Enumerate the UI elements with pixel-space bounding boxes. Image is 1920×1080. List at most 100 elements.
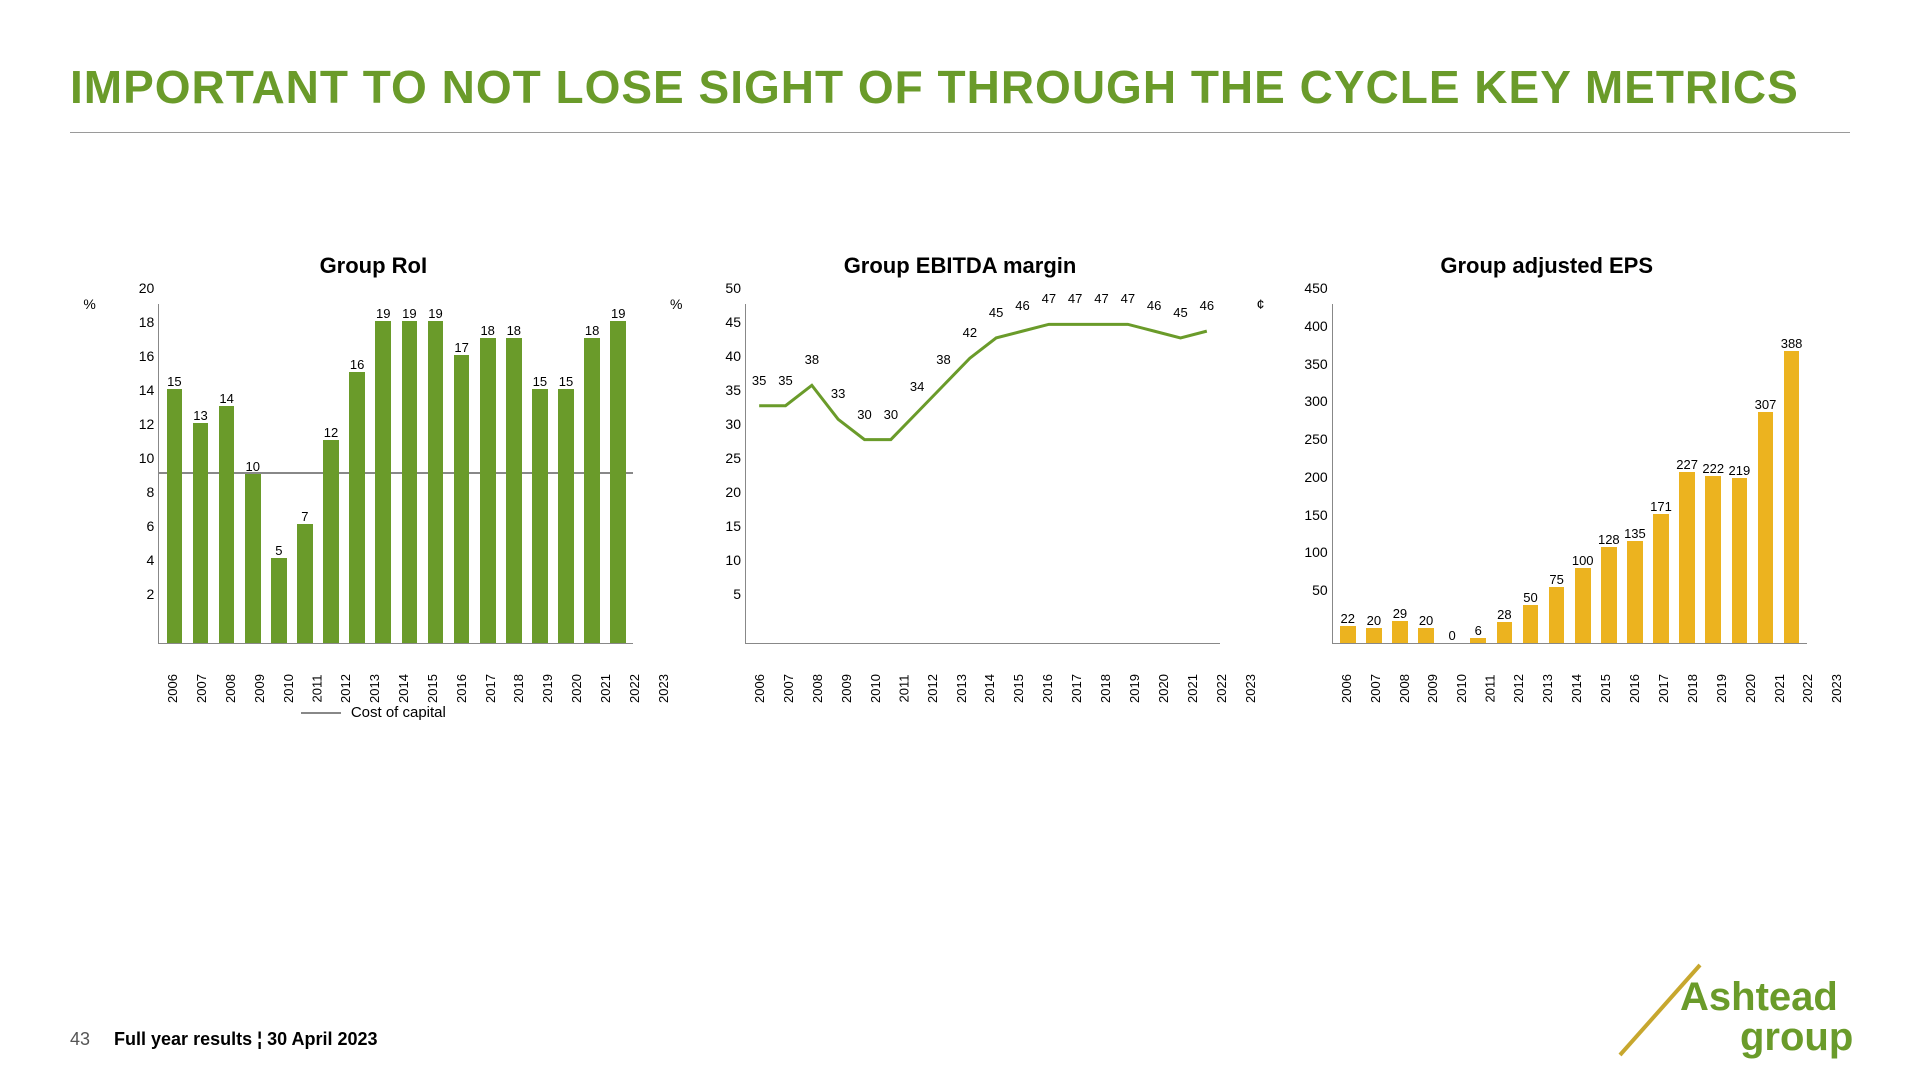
logo-text-line1: Ashtead [1680, 975, 1838, 1019]
bar-value-label: 75 [1549, 572, 1563, 587]
line-value-label: 47 [1042, 291, 1056, 306]
bar-value-label: 128 [1598, 532, 1620, 547]
bar-value-label: 18 [480, 323, 494, 338]
x-label: 2020 [569, 674, 584, 703]
bar: 13 [187, 304, 213, 643]
bar: 15 [527, 304, 553, 643]
y-tick: 250 [1304, 431, 1327, 447]
chart-eps-unit: ¢ [1257, 296, 1265, 312]
bar: 22 [1335, 304, 1361, 643]
chart-roi-area: % 2468101214161820 151314105712161919191… [113, 304, 633, 644]
bar: 15 [161, 304, 187, 643]
bar: 307 [1752, 304, 1778, 643]
bar: 16 [344, 304, 370, 643]
x-label: 2007 [781, 674, 796, 703]
x-label: 2011 [309, 675, 324, 703]
x-label: 2007 [194, 674, 209, 703]
legend-cost-of-capital-label: Cost of capital [351, 704, 446, 721]
bar: 17 [449, 304, 475, 643]
bar: 19 [605, 304, 631, 643]
bar-value-label: 15 [167, 374, 181, 389]
bar: 171 [1648, 304, 1674, 643]
y-tick: 100 [1304, 544, 1327, 560]
chart-roi-xlabels: 2006200720082009201020112012201320142015… [158, 681, 633, 696]
bar-value-label: 20 [1367, 613, 1381, 628]
bar: 0 [1439, 304, 1465, 643]
chart-eps-bars: 2220292006285075100128135171227222219307… [1333, 304, 1807, 643]
y-tick: 450 [1304, 280, 1327, 296]
x-label: 2020 [1743, 674, 1758, 703]
bar-value-label: 22 [1340, 611, 1354, 626]
x-label: 2009 [252, 674, 267, 703]
bar: 222 [1700, 304, 1726, 643]
y-tick: 200 [1304, 469, 1327, 485]
bar: 20 [1413, 304, 1439, 643]
bar-value-label: 20 [1419, 613, 1433, 628]
chart-ebitda-yaxis: 5101520253035404550 [700, 304, 745, 644]
line-value-label: 35 [778, 373, 792, 388]
chart-ebitda-plot: 353538333030343842454647474747464546 [745, 304, 1220, 644]
y-tick: 350 [1304, 356, 1327, 372]
x-label: 2008 [223, 674, 238, 703]
chart-roi-bars: 1513141057121619191917181815151819 [159, 304, 633, 643]
bar: 19 [422, 304, 448, 643]
x-label: 2013 [953, 674, 968, 703]
chart-roi: Group RoI % 2468101214161820 15131410571… [80, 253, 667, 721]
chart-ebitda-title: Group EBITDA margin [844, 253, 1077, 279]
line-value-label: 38 [805, 352, 819, 367]
line-value-label: 38 [936, 352, 950, 367]
y-tick: 20 [725, 484, 741, 500]
x-label: 2008 [810, 674, 825, 703]
bar: 219 [1726, 304, 1752, 643]
y-tick: 35 [725, 382, 741, 398]
y-tick: 18 [139, 314, 155, 330]
y-tick: 12 [139, 416, 155, 432]
x-label: 2020 [1156, 674, 1171, 703]
x-label: 2013 [367, 674, 382, 703]
chart-ebitda-unit: % [670, 296, 682, 312]
y-tick: 5 [733, 586, 741, 602]
bar-value-label: 6 [1475, 623, 1482, 638]
bar-value-label: 19 [376, 306, 390, 321]
x-label: 2006 [1339, 674, 1354, 703]
chart-eps: Group adjusted EPS ¢ 5010015020025030035… [1253, 253, 1840, 721]
bar-value-label: 19 [428, 306, 442, 321]
x-label: 2011 [896, 675, 911, 703]
y-tick: 16 [139, 348, 155, 364]
legend-line-swatch [301, 712, 341, 714]
line-value-label: 46 [1200, 298, 1214, 313]
y-tick: 15 [725, 518, 741, 534]
x-label: 2017 [1656, 674, 1671, 703]
x-label: 2015 [1011, 674, 1026, 703]
logo-text-line2: group [1740, 1015, 1853, 1059]
footer-text: Full year results ¦ 30 April 2023 [114, 1029, 378, 1050]
x-label: 2010 [1454, 674, 1469, 703]
bar: 100 [1570, 304, 1596, 643]
bar-value-label: 100 [1572, 553, 1594, 568]
x-label: 2010 [281, 674, 296, 703]
x-label: 2008 [1396, 674, 1411, 703]
bar-value-label: 15 [559, 374, 573, 389]
y-tick: 8 [147, 484, 155, 500]
x-label: 2009 [839, 674, 854, 703]
bar: 75 [1544, 304, 1570, 643]
line-value-label: 45 [989, 305, 1003, 320]
x-label: 2018 [511, 674, 526, 703]
bar-value-label: 15 [533, 374, 547, 389]
line-value-label: 34 [910, 379, 924, 394]
line-value-label: 46 [1015, 298, 1029, 313]
line-value-label: 47 [1068, 291, 1082, 306]
bar-value-label: 28 [1497, 607, 1511, 622]
bar: 7 [292, 304, 318, 643]
footer: 43 Full year results ¦ 30 April 2023 [70, 1029, 378, 1050]
bar-value-label: 219 [1729, 463, 1751, 478]
y-tick: 45 [725, 314, 741, 330]
line-value-label: 33 [831, 386, 845, 401]
x-label: 2009 [1425, 674, 1440, 703]
bar-value-label: 222 [1702, 461, 1724, 476]
chart-ebitda-xlabels: 2006200720082009201020112012201320142015… [745, 681, 1220, 696]
bar: 227 [1674, 304, 1700, 643]
x-label: 2021 [1185, 674, 1200, 703]
chart-ebitda-area: % 5101520253035404550 353538333030343842… [700, 304, 1220, 644]
chart-eps-xlabels: 2006200720082009201020112012201320142015… [1332, 681, 1807, 696]
